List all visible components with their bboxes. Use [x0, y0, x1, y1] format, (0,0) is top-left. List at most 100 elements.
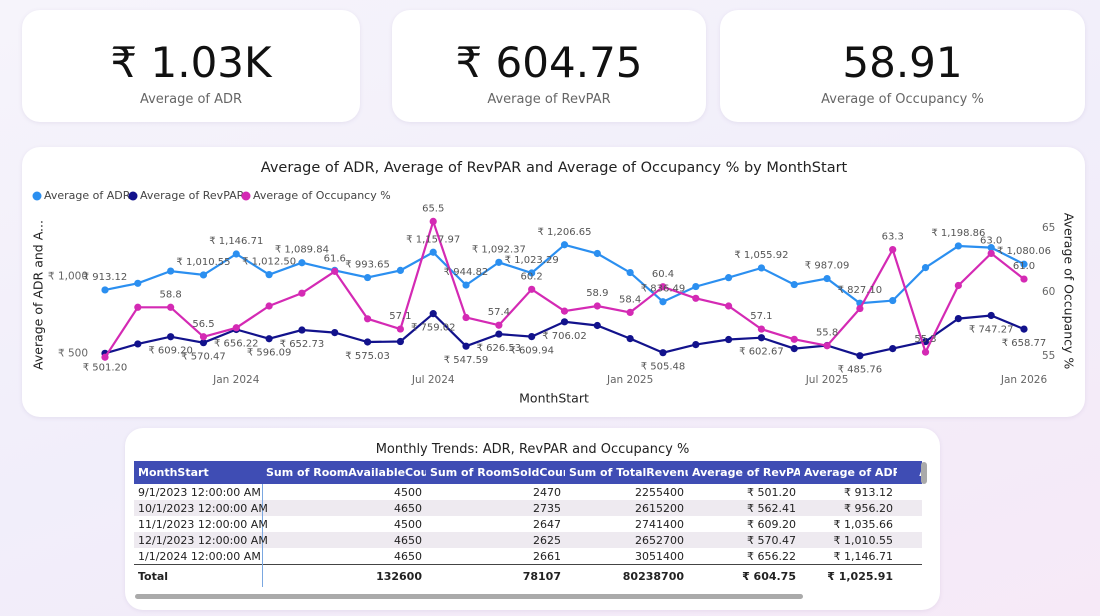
data-point — [757, 264, 766, 272]
table-cell-clipped — [897, 532, 922, 548]
data-point — [396, 325, 404, 333]
x-tick-label: Jan 2026 — [1000, 374, 1048, 386]
kpi-card: ₹ 604.75 Average of RevPAR — [392, 10, 706, 122]
legend-label: Average of ADR — [44, 189, 131, 202]
total-cell: ₹ 604.75 — [688, 564, 800, 587]
data-point — [298, 289, 306, 297]
horizontal-scrollbar[interactable] — [135, 594, 803, 599]
total-cell: Total — [134, 564, 263, 587]
data-point — [167, 267, 175, 275]
chart-title: Average of ADR, Average of RevPAR and Av… — [261, 160, 848, 176]
vertical-scrollbar[interactable] — [921, 462, 927, 484]
data-point — [462, 313, 470, 322]
data-point — [429, 248, 437, 256]
data-label: ₹ 656.22 — [214, 338, 259, 349]
data-point — [921, 264, 930, 272]
data-point — [790, 280, 798, 289]
data-point — [167, 303, 175, 311]
data-point — [462, 281, 470, 289]
total-row: Total 132600 78107 80238700 ₹ 604.75 ₹ 1,025.… — [134, 564, 922, 587]
data-label: 61.6 — [324, 253, 346, 264]
chart: Average of ADR, Average of RevPAR and Av… — [31, 160, 1077, 406]
table-cell: ₹ 609.20 — [747, 517, 796, 531]
legend-marker — [32, 191, 42, 201]
data-point — [495, 321, 503, 329]
data-point — [757, 334, 766, 342]
kpi-card: ₹ 1.03K Average of ADR — [22, 10, 360, 122]
y-axis-title: Average of ADR and A... — [31, 220, 46, 370]
data-label: ₹ 609.20 — [148, 346, 193, 357]
total-cell: ₹ 1,025.91 — [800, 564, 897, 587]
table-row: 12/1/2023 12:00:00 AM 4650 2625 2652700 ₹ 57… — [134, 532, 922, 548]
table-card: Monthly Trends: ADR, RevPAR and Occupanc… — [125, 428, 940, 610]
y-tick-label: ₹ 500 — [58, 348, 88, 360]
data-label: ₹ 658.77 — [1002, 338, 1047, 349]
data-point — [363, 315, 372, 323]
column-header: Ave — [897, 461, 922, 484]
data-point — [134, 340, 142, 348]
data-point — [1020, 275, 1028, 283]
table-cell: 2615200 — [565, 500, 688, 516]
data-point — [363, 273, 372, 282]
total-cell-clipped — [897, 564, 922, 587]
kpi-label: Average of ADR — [139, 92, 243, 107]
kpi-label: Average of Occupancy % — [821, 92, 984, 107]
table-cell: 2652700 — [565, 532, 688, 548]
data-label: ₹ 626.53 — [477, 343, 522, 354]
data-point — [462, 342, 470, 350]
data-point — [954, 242, 962, 250]
data-label: ₹ 987.09 — [805, 261, 850, 272]
data-point — [790, 335, 798, 343]
data-point — [429, 310, 437, 318]
table-cell: 4650 — [262, 500, 426, 516]
data-point — [1020, 325, 1028, 333]
data-point — [856, 352, 864, 360]
table-cell: 1/1/2024 12:00:00 AM — [134, 548, 263, 565]
column-header: Sum of RoomAvailableCount — [262, 461, 426, 484]
series-line — [104, 243, 1025, 305]
table-viewport: MonthStart Sum of RoomAvailableCount Sum o… — [134, 461, 922, 592]
column-header: Sum of RoomSoldCount — [426, 461, 565, 484]
data-label: ₹ 1,023.29 — [505, 255, 559, 266]
y2-tick-label: 60 — [1042, 286, 1055, 298]
table-cell: 2735 — [426, 500, 565, 516]
data-point — [265, 302, 273, 310]
column-header: MonthStart — [134, 461, 262, 484]
data-label: 65.5 — [422, 203, 444, 214]
data-point — [134, 279, 142, 287]
data-point — [823, 342, 831, 350]
table-cell: ₹ 562.41 — [688, 500, 800, 516]
table-cell-clipped — [897, 548, 922, 565]
data-label: ₹ 1,146.71 — [209, 236, 263, 247]
data-label: 63.0 — [980, 235, 1002, 246]
data-label: ₹ 1,012.50 — [242, 257, 296, 268]
table-row: 10/1/2023 12:00:00 AM 4650 2735 2615200 ₹ 56… — [134, 500, 922, 516]
data-point — [889, 345, 897, 353]
table-cell: 2470 — [533, 485, 561, 499]
data-point — [692, 341, 700, 349]
table-cell: ₹ 656.22 — [747, 549, 796, 563]
data-label: ₹ 570.47 — [181, 352, 226, 363]
table-cell: ₹ 1,010.55 — [800, 532, 897, 548]
data-label: ₹ 913.12 — [83, 272, 128, 283]
data-point — [232, 250, 240, 258]
data-point — [1020, 260, 1028, 268]
data-point — [167, 333, 175, 341]
x-tick-label: Jul 2024 — [411, 374, 455, 386]
data-label: 58.4 — [619, 294, 641, 305]
data-label: 57.4 — [488, 307, 510, 318]
data-point — [101, 353, 109, 361]
kpi-card: 58.91 Average of Occupancy % — [720, 10, 1085, 122]
legend-marker — [128, 191, 138, 201]
table-cell-clipped — [897, 500, 922, 516]
data-label: 63.3 — [882, 232, 904, 243]
data-label: 55.3 — [914, 334, 936, 345]
y2-tick-label: 65 — [1042, 222, 1055, 234]
table-cell: 12/1/2023 12:00:00 AM — [134, 532, 268, 548]
data-point — [101, 286, 109, 294]
data-label: ₹ 1,055.92 — [734, 250, 788, 261]
data-point — [495, 258, 503, 266]
header-row: MonthStart Sum of RoomAvailableCount Sum o… — [134, 461, 922, 484]
data-label: ₹ 602.67 — [739, 347, 784, 358]
table-row: 9/1/2023 12:00:00 AM 4500 2470 2255400 ₹ 501… — [134, 484, 922, 500]
